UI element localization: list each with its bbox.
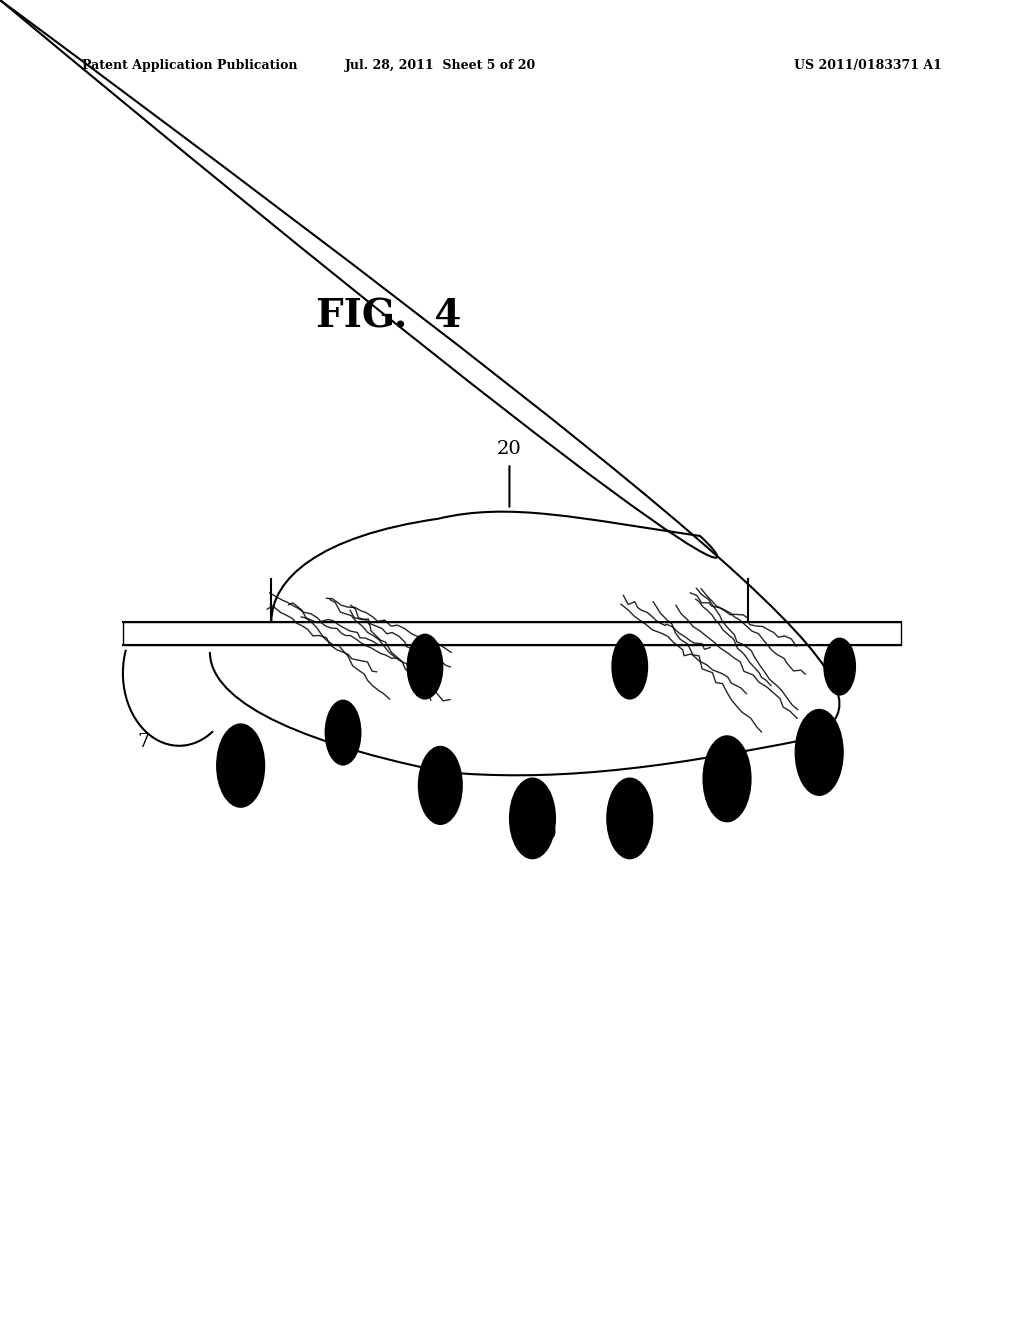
Text: 20: 20 [497,440,522,458]
Ellipse shape [325,700,361,766]
Text: 7: 7 [137,733,150,751]
Ellipse shape [795,709,844,796]
Text: US 2011/0183371 A1: US 2011/0183371 A1 [795,59,942,73]
Bar [123,622,901,645]
Text: FIG.  4: FIG. 4 [316,298,462,335]
Ellipse shape [418,746,463,825]
Ellipse shape [509,777,556,859]
Ellipse shape [407,634,443,700]
Text: 19: 19 [532,825,558,842]
Text: Patent Application Publication: Patent Application Publication [82,59,297,73]
Ellipse shape [216,723,265,808]
Ellipse shape [611,634,648,700]
Ellipse shape [823,638,856,696]
Ellipse shape [606,777,653,859]
Text: Jul. 28, 2011  Sheet 5 of 20: Jul. 28, 2011 Sheet 5 of 20 [345,59,536,73]
Ellipse shape [702,735,752,822]
